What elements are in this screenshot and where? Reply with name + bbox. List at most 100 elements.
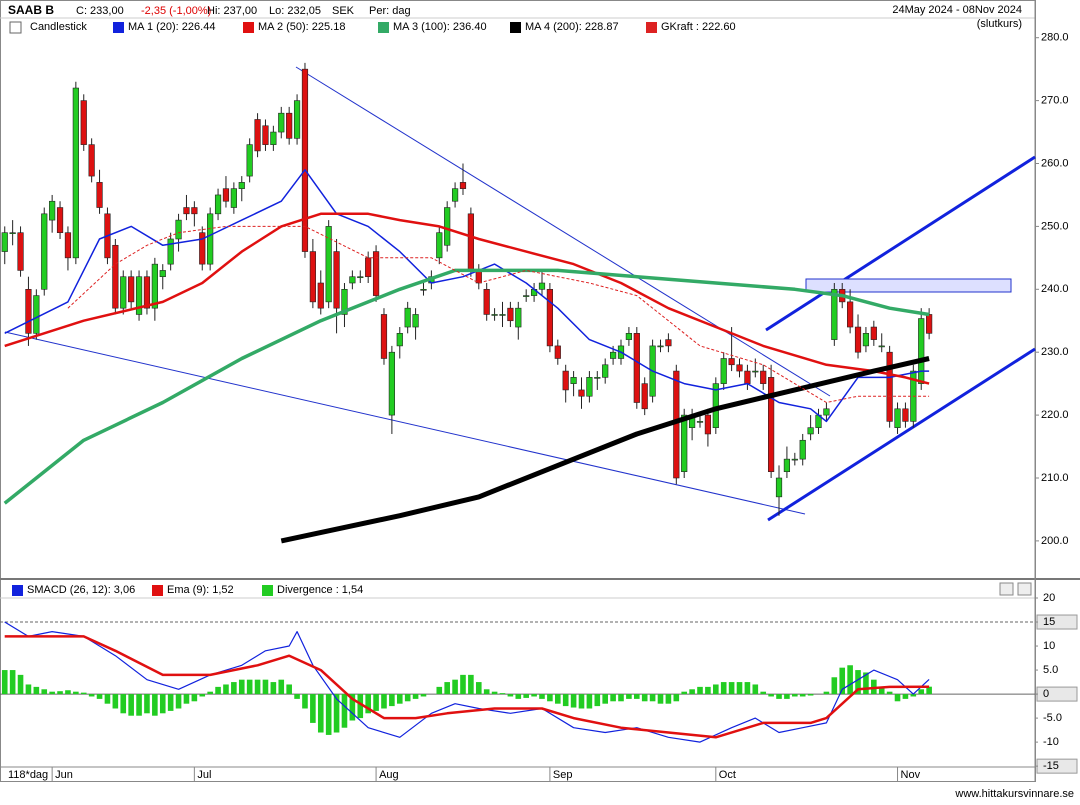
ticker: SAAB B: [8, 3, 54, 17]
histogram-bar: [144, 694, 150, 714]
candle-body: [847, 301, 854, 328]
candle-body: [854, 326, 862, 353]
close-button[interactable]: [1017, 582, 1032, 596]
histogram-bar: [910, 694, 917, 697]
candle-body: [301, 68, 309, 252]
candle-body: [704, 414, 712, 435]
candle-body: [760, 370, 767, 384]
candle-body: [404, 307, 411, 328]
histogram-bar: [784, 694, 790, 699]
candle-body: [214, 194, 222, 215]
histogram-bar: [792, 694, 798, 697]
legend-label: SMACD (26, 12): 3,06: [27, 584, 135, 596]
candle-body: [191, 207, 198, 215]
price-basis: (slutkurs): [977, 18, 1022, 30]
quote-currency: SEK: [332, 5, 355, 17]
candle-body: [56, 207, 64, 233]
candle-body: [412, 314, 419, 328]
quote-high: Hi: 237,00: [207, 5, 257, 17]
legend-swatch: [243, 22, 254, 33]
histogram-bar: [262, 679, 269, 695]
candle-body: [1, 232, 8, 252]
histogram-bar: [349, 694, 356, 721]
y-tick-label: 270.0: [1041, 95, 1069, 107]
histogram-bar: [215, 686, 221, 695]
histogram-bar: [634, 694, 640, 699]
histogram-bar: [641, 694, 648, 702]
candle-body: [317, 282, 324, 309]
candle-body: [783, 458, 791, 473]
histogram-bar: [246, 679, 253, 695]
candle-body: [309, 251, 316, 303]
candle-body: [238, 182, 245, 189]
histogram-bar: [112, 694, 119, 709]
candle-body: [752, 370, 759, 373]
candle-body: [436, 232, 443, 259]
candle-body: [720, 358, 727, 384]
histogram-bar: [713, 684, 719, 695]
histogram-bar: [396, 694, 403, 704]
candle-body: [25, 288, 32, 334]
y-tick-label: 15: [1043, 616, 1055, 628]
quote-change: -2,35 (-1,00%): [141, 5, 211, 17]
candle-body: [791, 458, 798, 461]
candle-body: [175, 219, 182, 240]
y-tick-label: 0: [1043, 688, 1049, 700]
y-tick-label: 250.0: [1041, 220, 1069, 232]
candle-body: [696, 421, 704, 423]
histogram-bar: [610, 694, 616, 702]
histogram-bar: [681, 691, 688, 695]
histogram-bar: [468, 674, 474, 695]
candle-body: [641, 383, 648, 410]
histogram-bar: [9, 670, 16, 695]
histogram-bar: [310, 694, 316, 723]
series-line: [4, 635, 930, 739]
histogram-bar: [531, 694, 537, 697]
zoom-button[interactable]: [999, 582, 1014, 596]
histogram-bar: [381, 694, 387, 709]
candle-body: [159, 270, 166, 278]
y-tick-label: 20: [1043, 592, 1055, 604]
candle-body: [594, 377, 601, 379]
series-line: [280, 356, 930, 544]
candle-body: [396, 333, 403, 347]
y-tick-label: 240.0: [1041, 283, 1069, 295]
histogram-bar: [80, 692, 87, 695]
candle-body: [459, 182, 467, 189]
histogram-bar: [507, 694, 514, 697]
histogram-bar: [554, 694, 561, 704]
legend-label: Ema (9): 1,52: [167, 584, 234, 596]
candle-body: [570, 377, 577, 384]
x-tick-label: Oct: [719, 769, 736, 781]
candle-body: [222, 188, 230, 202]
y-tick-label: 230.0: [1041, 346, 1069, 358]
candle-body: [831, 288, 838, 340]
histogram-bar: [41, 689, 48, 695]
legend-swatch: [262, 585, 273, 596]
y-tick-label: 210.0: [1041, 472, 1069, 484]
histogram-bar: [175, 694, 182, 709]
candle-body: [681, 414, 688, 473]
histogram-bar: [302, 694, 308, 709]
quote-close: C: 233,00: [76, 5, 124, 17]
candle-body: [878, 345, 885, 348]
candle-body: [293, 100, 301, 139]
candle-body: [17, 232, 24, 271]
histogram-bar: [65, 690, 71, 695]
candle-body: [578, 389, 585, 397]
candle-body: [665, 339, 672, 347]
legend-label: MA 2 (50): 225.18: [258, 21, 345, 33]
histogram-bar: [317, 694, 324, 733]
candle-legend-label[interactable]: Candlestick: [30, 21, 87, 33]
series-line: [4, 621, 930, 743]
candle-body: [807, 427, 814, 435]
channel-line: [765, 155, 1036, 332]
histogram-bar: [25, 684, 32, 695]
candle-body: [372, 251, 380, 296]
histogram-bar: [270, 682, 277, 695]
histogram-bar: [863, 672, 869, 695]
candle-body: [799, 439, 806, 460]
histogram-bar: [231, 682, 237, 695]
histogram-bar: [570, 694, 577, 708]
